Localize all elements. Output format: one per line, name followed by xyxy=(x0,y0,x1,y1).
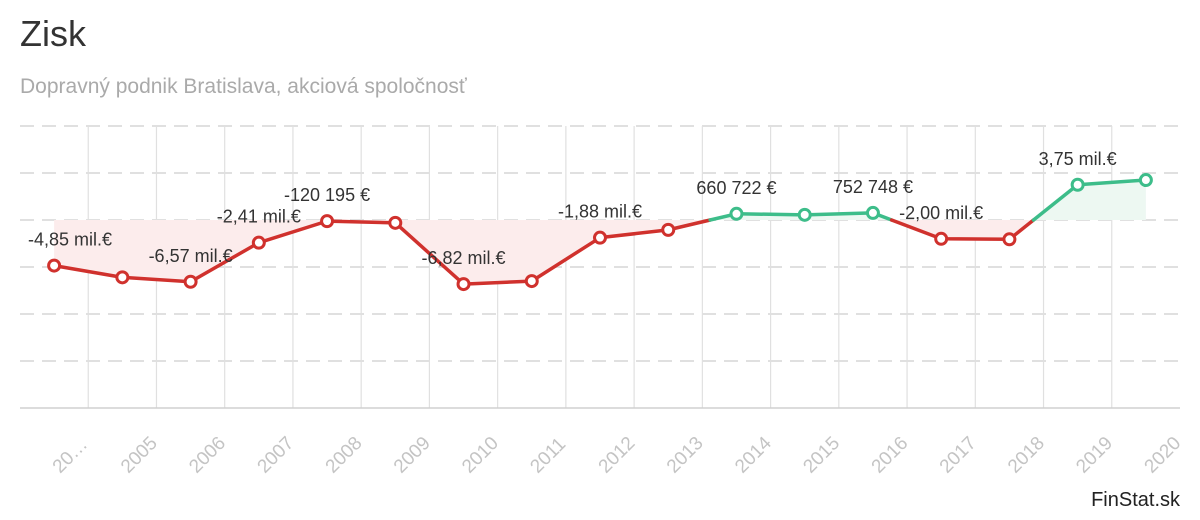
data-point-2005 xyxy=(115,270,130,285)
data-point-2007 xyxy=(251,235,266,250)
data-point-2018 xyxy=(1002,232,1017,247)
data-label: -4,85 mil.€ xyxy=(28,230,112,250)
x-tick-label: 2015 xyxy=(799,433,844,478)
data-point-2017 xyxy=(934,231,949,246)
x-tick-label: 2020 xyxy=(1141,433,1186,478)
data-point-2020 xyxy=(1138,173,1153,188)
x-tick-label: 2012 xyxy=(595,433,640,478)
chart-title: Zisk xyxy=(20,13,86,54)
data-point-2019 xyxy=(1070,177,1085,192)
data-label: -2,41 mil.€ xyxy=(217,207,301,227)
data-point-2013 xyxy=(661,222,676,237)
finstat-brand: FinStat.sk xyxy=(1091,489,1180,511)
x-tick-label: 2010 xyxy=(458,433,503,478)
x-tick-label: 2014 xyxy=(731,432,776,477)
x-tick-label: 2018 xyxy=(1004,433,1049,478)
data-point-2015 xyxy=(797,207,812,222)
chart-subtitle: Dopravný podnik Bratislava, akciová spol… xyxy=(20,75,467,98)
data-label: -6,57 mil.€ xyxy=(149,246,233,266)
x-tick-label: 2019 xyxy=(1072,433,1117,478)
x-tick-label: 2008 xyxy=(322,433,367,478)
data-point-2006 xyxy=(183,274,198,289)
data-label: -6,82 mil.€ xyxy=(422,248,506,268)
data-point-2016 xyxy=(865,205,880,220)
data-label: 752 748 € xyxy=(833,177,913,197)
x-tick-label: 2013 xyxy=(663,433,708,478)
data-point-2008 xyxy=(320,214,335,229)
data-point-2010 xyxy=(456,277,471,292)
negative-area xyxy=(891,220,1034,240)
profit-line-negative xyxy=(889,218,1036,242)
x-tick-label: 2011 xyxy=(526,434,570,478)
data-label: -2,00 mil.€ xyxy=(899,203,983,223)
x-tick-label: 2009 xyxy=(390,433,435,478)
data-label: 3,75 mil.€ xyxy=(1039,149,1117,169)
x-tick-label: 2006 xyxy=(185,433,230,478)
data-point-2011 xyxy=(524,274,539,289)
x-tick-label: 2005 xyxy=(117,433,162,478)
x-tick-label: 2017 xyxy=(936,433,981,478)
data-point-2009 xyxy=(388,215,403,230)
data-point-20… xyxy=(47,258,62,273)
x-tick-label: 2016 xyxy=(868,433,913,478)
positive-area xyxy=(1033,180,1146,220)
negative-area xyxy=(54,220,711,285)
data-label: -1,88 mil.€ xyxy=(558,202,642,222)
data-point-2012 xyxy=(593,230,607,245)
data-label: -120 195 € xyxy=(284,185,370,205)
x-tick-label: 2007 xyxy=(254,433,299,478)
data-label: 660 722 € xyxy=(696,178,776,198)
x-tick-label: 20… xyxy=(49,434,92,477)
data-point-2014 xyxy=(729,206,744,221)
